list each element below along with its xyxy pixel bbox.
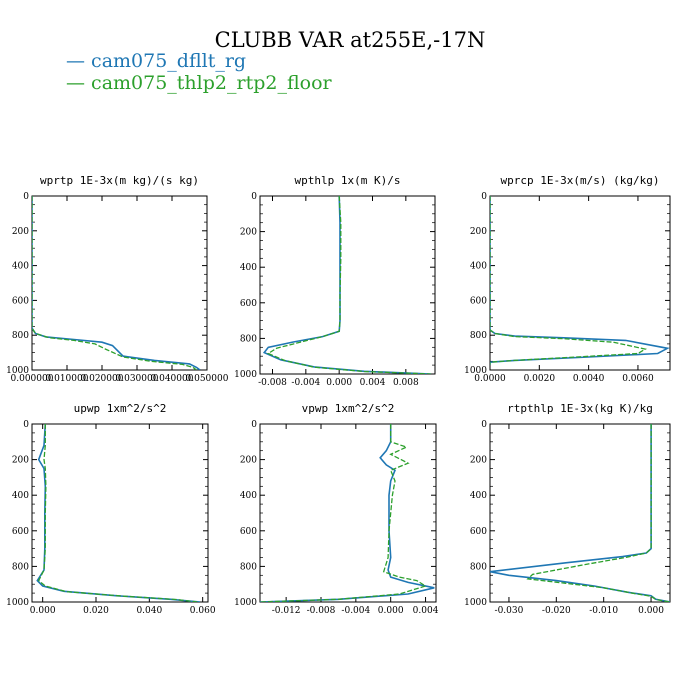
- panel-5-ytick-label: 200: [240, 456, 257, 466]
- panel-3-xtick-label: 0.0060: [622, 374, 654, 384]
- panel-1-xtick-label: 0.050000: [186, 374, 229, 384]
- panel-1-series-dfllt-line: [32, 196, 201, 370]
- panel-2-xtick-label: 0.004: [360, 378, 386, 388]
- panel-6-ytick-label: 800: [470, 562, 487, 572]
- panel-4-series-dfllt-line: [36, 424, 201, 602]
- panel-5-ytick-label: 600: [240, 527, 257, 537]
- panel-3-ytick-label: 800: [470, 331, 487, 341]
- panel-4-ytick-label: 400: [12, 491, 29, 501]
- legend-label-dfllt: cam075_dfllt_rg: [91, 50, 247, 72]
- panel-5-xtick-label: 0.000: [378, 606, 404, 616]
- panel-3-xtick-label: 0.0000: [474, 374, 506, 384]
- panel-1-xtick-label: 0.040000: [151, 374, 194, 384]
- panel-6-xtick-label: -0.020: [542, 606, 571, 616]
- panel-6-xtick-label: 0.000: [638, 606, 664, 616]
- legend-swatch-floor: —: [66, 72, 92, 94]
- panel-2-title: wpthlp 1x(m K)/s: [295, 174, 401, 187]
- panel-1-ytick-label: 800: [12, 331, 29, 341]
- panel-3-ytick-label: 1000: [464, 366, 487, 376]
- panel-1-xtick-label: 0.030000: [116, 374, 159, 384]
- panel-6-xtick-label: -0.030: [495, 606, 524, 616]
- panel-5-xtick-label: -0.004: [341, 606, 370, 616]
- panel-6-xtick-label: -0.010: [589, 606, 618, 616]
- panel-2-series-floor-line: [266, 196, 431, 374]
- panel-4-xtick-label: 0.020: [83, 606, 109, 616]
- panel-2-frame: [259, 195, 436, 375]
- panel-1-xtick-label: 0.020000: [81, 374, 124, 384]
- panel-5-title: vpwp 1xm^2/s^2: [302, 402, 395, 415]
- panel-2-ytick-label: 800: [240, 334, 257, 344]
- panel-2-ytick-label: 600: [240, 299, 257, 309]
- panel-4-ytick-label: 800: [12, 562, 29, 572]
- panel-1-ytick-label: 200: [12, 227, 29, 237]
- panel-5-frame: [259, 423, 437, 603]
- panel-2-xtick-label: 0.000: [326, 378, 352, 388]
- panel-5-ytick-label: 800: [240, 562, 257, 572]
- figure-title: CLUBB VAR at255E,-17N: [214, 28, 486, 52]
- panel-4-ytick-label: 600: [12, 527, 29, 537]
- panel-5-xtick-label: -0.012: [272, 606, 301, 616]
- panel-4-ytick-label: 0: [23, 420, 29, 430]
- panel-6-series-floor-line: [526, 424, 670, 602]
- panel-6-frame: [489, 423, 671, 603]
- panel-2-series-dfllt-line: [262, 196, 431, 374]
- legend-label-floor: cam075_thlp2_rtp2_floor: [91, 72, 332, 94]
- panel-1-ytick-label: 1000: [6, 366, 29, 376]
- panel-5-ytick-label: 1000: [234, 598, 257, 608]
- panel-2-ytick-label: 0: [251, 192, 257, 202]
- panel-6-ytick-label: 200: [470, 456, 487, 466]
- panel-1-ytick-label: 0: [23, 192, 29, 202]
- panel-4-frame: [31, 423, 209, 603]
- panel-3-series-floor-line: [490, 196, 648, 365]
- panel-2-xtick-label: 0.008: [393, 378, 419, 388]
- panel-4-series-floor-line: [37, 424, 198, 602]
- panel-3-ytick-label: 0: [481, 192, 487, 202]
- panel-4-ytick-label: 200: [12, 456, 29, 466]
- panel-6-series-dfllt-line: [490, 424, 670, 602]
- panel-1-frame: [31, 195, 208, 371]
- panel-5-ytick-label: 400: [240, 491, 257, 501]
- panel-4-xtick-label: 0.040: [136, 606, 162, 616]
- panel-1-title: wprtp 1E-3x(m kg)/(s kg): [40, 174, 199, 187]
- panel-6-title: rtpthlp 1E-3x(kg K)/kg: [507, 402, 653, 415]
- panel-5-series-dfllt-line: [260, 424, 435, 602]
- panel-2-ytick-label: 200: [240, 228, 257, 238]
- panel-3-title: wprcp 1E-3x(m/s) (kg/kg): [501, 174, 660, 187]
- panel-6-ytick-label: 600: [470, 527, 487, 537]
- panel-2-xtick-label: -0.004: [291, 378, 320, 388]
- panel-1-ytick-label: 600: [12, 296, 29, 306]
- panel-2-ytick-label: 400: [240, 263, 257, 273]
- panel-5-xtick-label: -0.008: [307, 606, 336, 616]
- panel-3-ytick-label: 400: [470, 262, 487, 272]
- panel-2-ytick-label: 1000: [234, 370, 257, 380]
- panel-5-xtick-label: 0.004: [413, 606, 439, 616]
- panel-5-ytick-label: 0: [251, 420, 257, 430]
- panel-1-ytick-label: 400: [12, 262, 29, 272]
- panel-4-title: upwp 1xm^2/s^2: [74, 402, 167, 415]
- legend-entry-floor: — cam075_thlp2_rtp2_floor: [66, 72, 332, 94]
- panel-6-ytick-label: 0: [481, 420, 487, 430]
- panel-1-xtick-label: 0.000000: [11, 374, 54, 384]
- panel-3-ytick-label: 200: [470, 227, 487, 237]
- legend-entry-dfllt: — cam075_dfllt_rg: [66, 50, 246, 72]
- panel-6-ytick-label: 400: [470, 491, 487, 501]
- panel-4-xtick-label: 0.060: [190, 606, 216, 616]
- panel-3-xtick-label: 0.0040: [573, 374, 605, 384]
- panel-3-ytick-label: 600: [470, 296, 487, 306]
- panel-4-ytick-label: 1000: [6, 598, 29, 608]
- panel-2-xtick-label: -0.008: [258, 378, 287, 388]
- legend-swatch-dfllt: —: [66, 50, 92, 72]
- panel-3-xtick-label: 0.0020: [524, 374, 556, 384]
- panel-6-ytick-label: 1000: [464, 598, 487, 608]
- panel-5-series-floor-line: [260, 424, 428, 602]
- panel-4-xtick-label: 0.000: [30, 606, 56, 616]
- panel-1-series-floor-line: [32, 196, 197, 370]
- panel-1-xtick-label: 0.010000: [46, 374, 89, 384]
